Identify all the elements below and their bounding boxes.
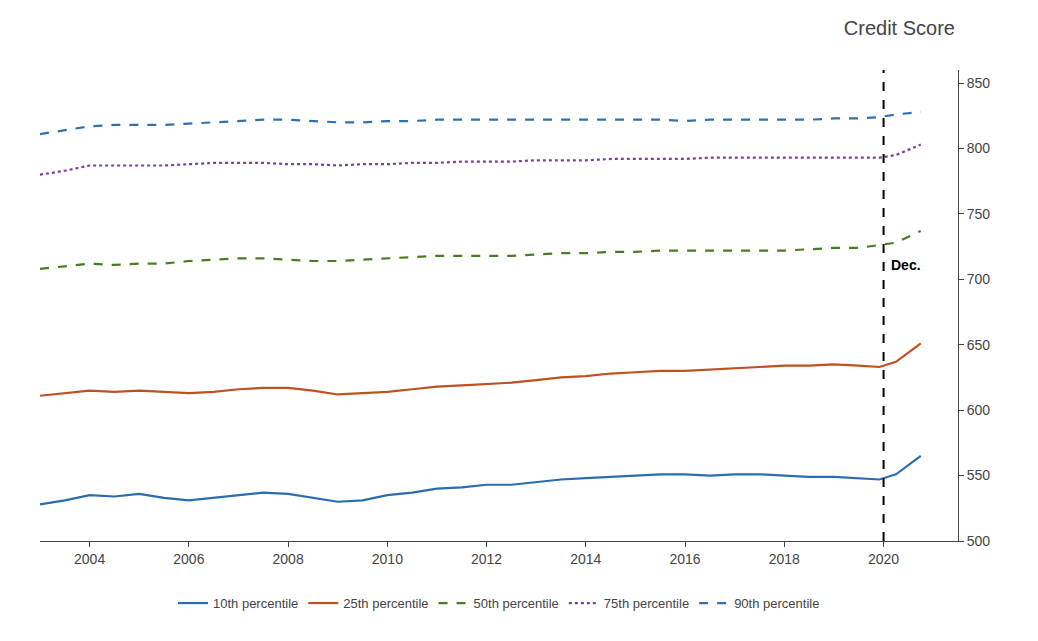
- svg-text:2012: 2012: [471, 551, 502, 567]
- svg-text:10th percentile: 10th percentile: [213, 596, 298, 611]
- svg-text:2004: 2004: [74, 551, 105, 567]
- svg-text:50th percentile: 50th percentile: [474, 596, 559, 611]
- svg-text:550: 550: [967, 467, 991, 483]
- svg-text:2010: 2010: [372, 551, 403, 567]
- svg-text:2016: 2016: [670, 551, 701, 567]
- svg-text:800: 800: [967, 140, 991, 156]
- svg-text:850: 850: [967, 75, 991, 91]
- svg-text:700: 700: [967, 271, 991, 287]
- svg-text:Dec.: Dec.: [891, 257, 921, 273]
- svg-text:2006: 2006: [173, 551, 204, 567]
- svg-text:2014: 2014: [570, 551, 601, 567]
- svg-text:Credit Score: Credit Score: [844, 17, 955, 39]
- svg-text:750: 750: [967, 206, 991, 222]
- svg-text:500: 500: [967, 533, 991, 549]
- svg-text:650: 650: [967, 337, 991, 353]
- svg-text:75th percentile: 75th percentile: [604, 596, 689, 611]
- svg-text:90th percentile: 90th percentile: [734, 596, 819, 611]
- svg-text:2020: 2020: [868, 551, 899, 567]
- svg-text:2008: 2008: [273, 551, 304, 567]
- svg-text:2018: 2018: [769, 551, 800, 567]
- svg-text:25th percentile: 25th percentile: [343, 596, 428, 611]
- svg-text:600: 600: [967, 402, 991, 418]
